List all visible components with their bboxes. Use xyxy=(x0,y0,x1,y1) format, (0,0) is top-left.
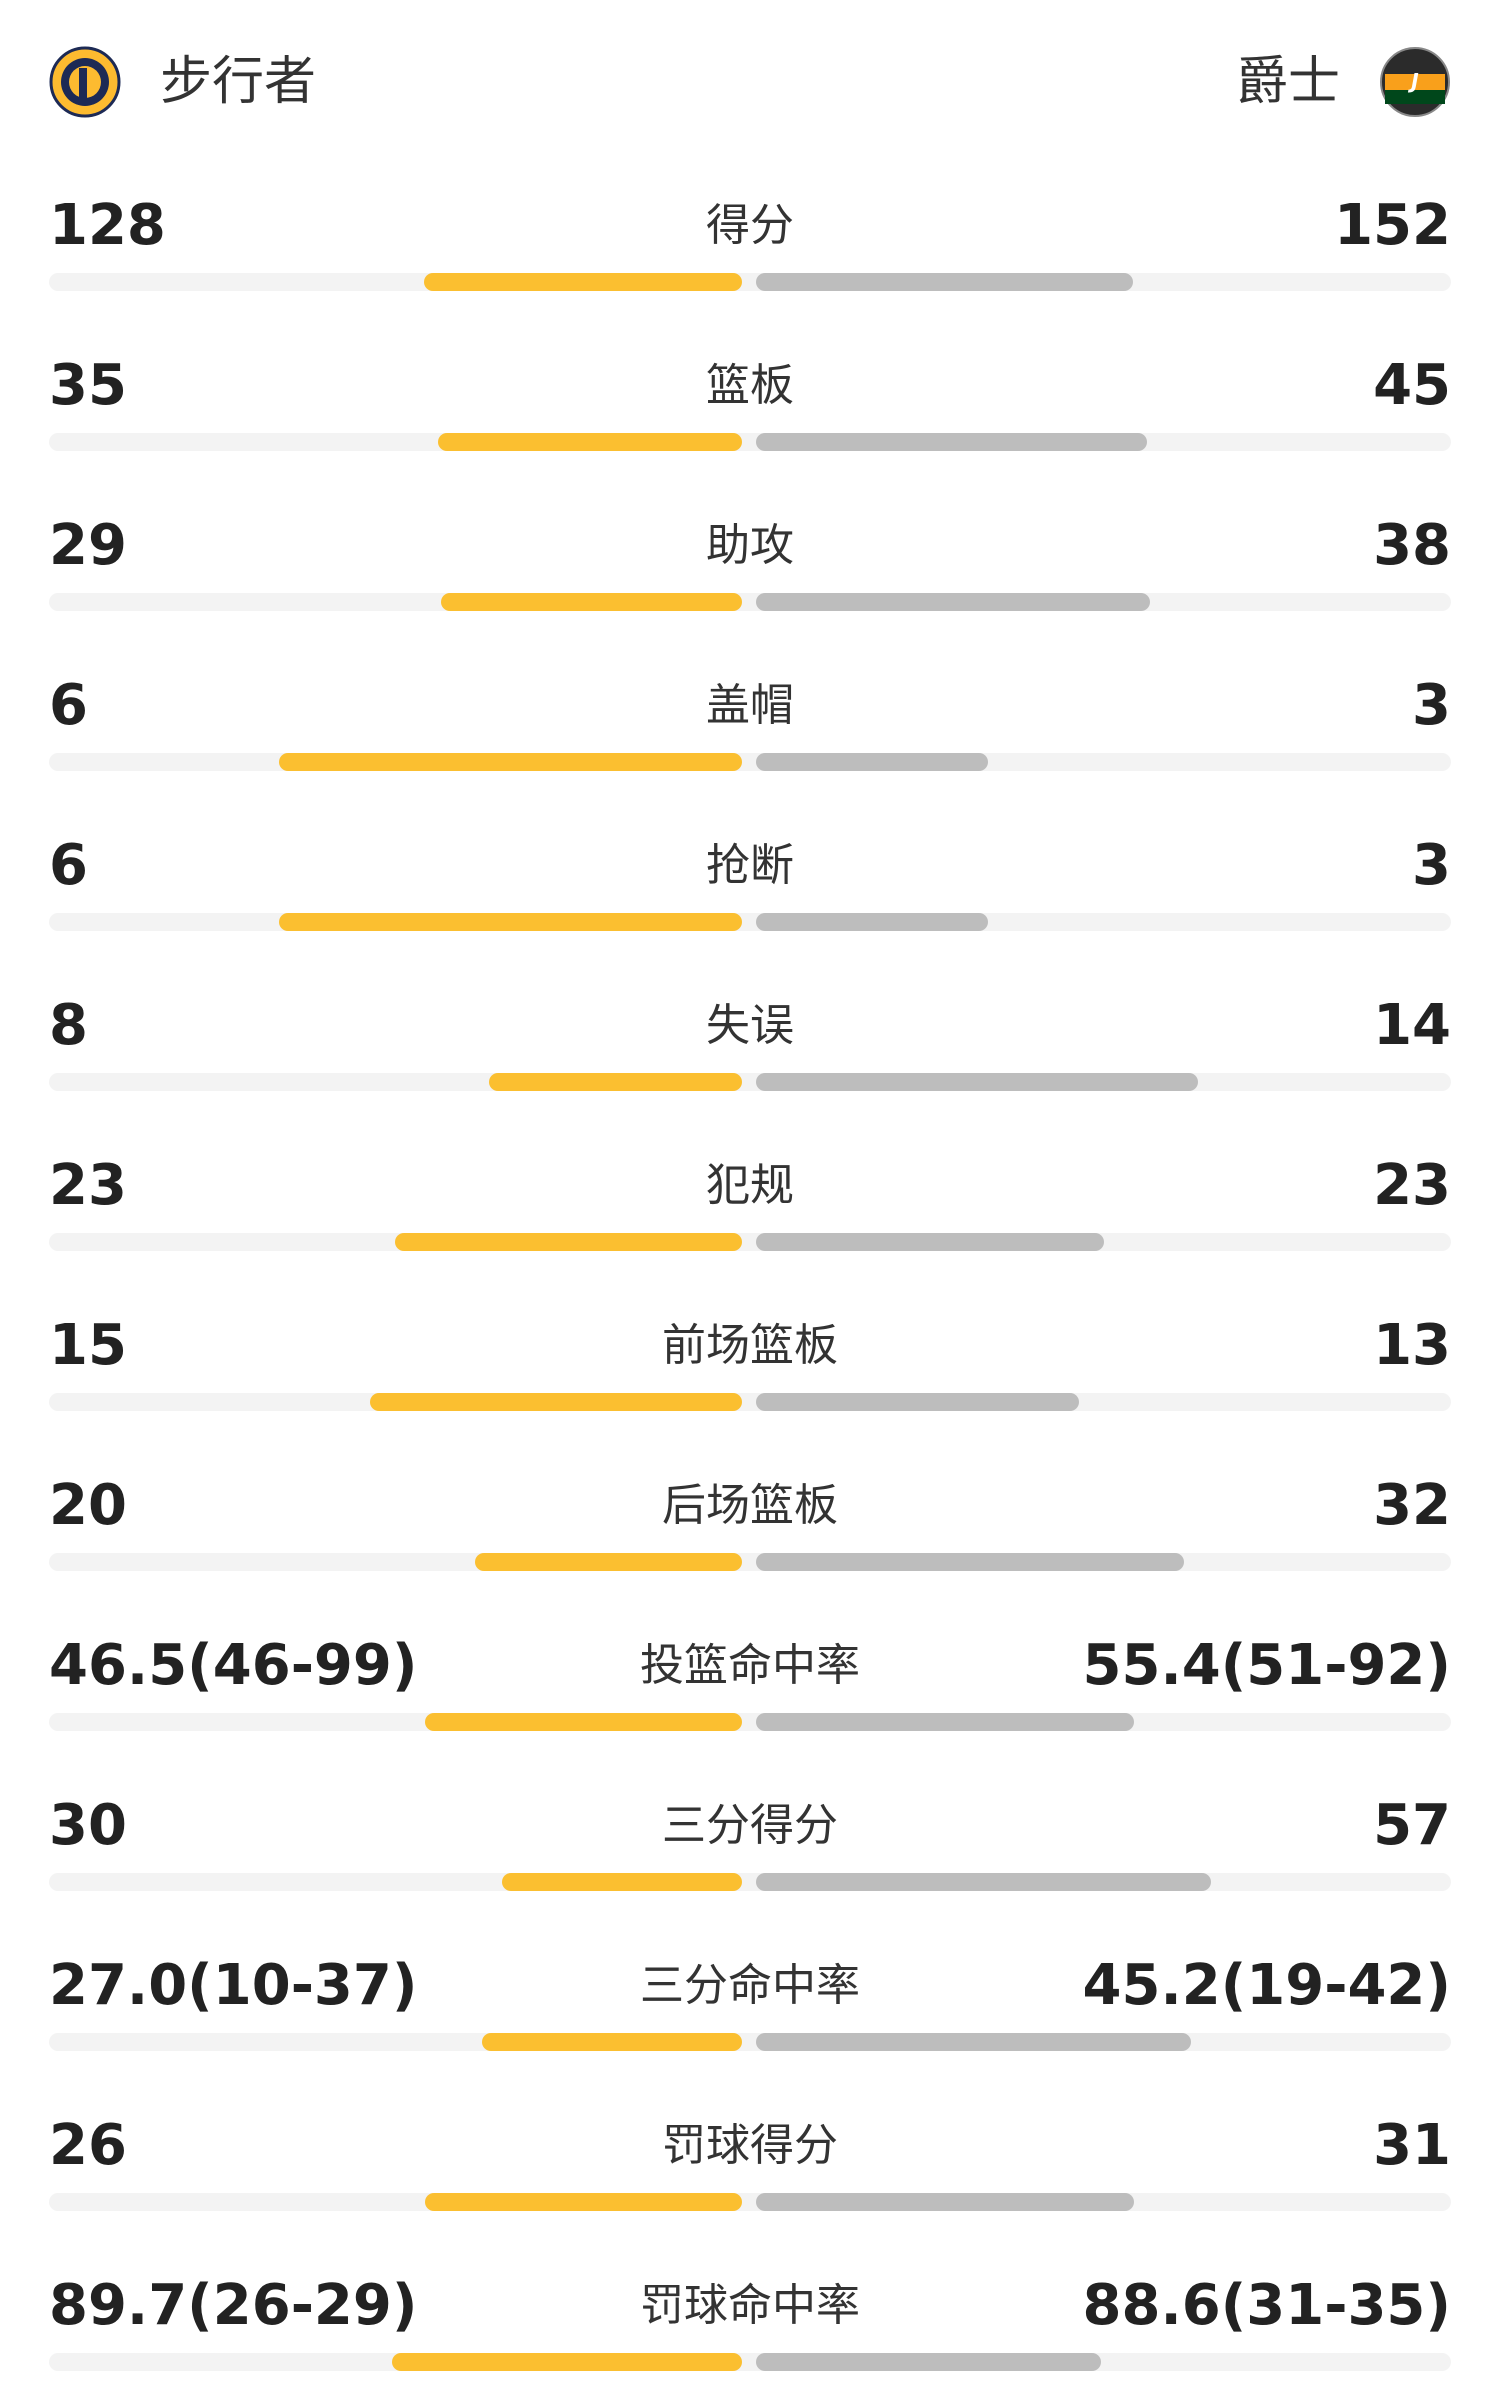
away-team: 爵士 xyxy=(1235,52,1340,112)
bar-track xyxy=(49,593,1451,611)
bar-track xyxy=(49,753,1451,771)
home-value: 8 xyxy=(49,993,88,1058)
bar-track xyxy=(49,2033,1451,2051)
bar-track xyxy=(49,273,1451,291)
away-value: 13 xyxy=(1373,1313,1451,1378)
stat-name: 助攻 xyxy=(706,520,794,571)
home-bar xyxy=(424,1713,742,1731)
stat-name: 前场篮板 xyxy=(662,1320,838,1371)
home-value: 20 xyxy=(49,1473,127,1538)
home-value: 128 xyxy=(49,193,166,258)
bar-track xyxy=(49,2193,1451,2211)
home-bar xyxy=(394,1233,742,1251)
away-bar xyxy=(756,1873,1212,1891)
home-bar xyxy=(424,273,742,291)
home-value: 6 xyxy=(49,833,88,898)
stat-name: 失误 xyxy=(706,1000,794,1051)
away-value: 32 xyxy=(1373,1473,1451,1538)
stat-name: 投篮命中率 xyxy=(640,1640,860,1691)
away-value: 23 xyxy=(1373,1153,1451,1218)
home-value: 46.5(46-99) xyxy=(49,1633,418,1698)
away-value: 38 xyxy=(1373,513,1451,578)
home-team: 步行者 xyxy=(160,52,317,112)
home-value: 15 xyxy=(49,1313,127,1378)
home-bar xyxy=(441,593,742,611)
home-bar xyxy=(369,1393,742,1411)
home-bar xyxy=(392,2353,742,2371)
bar-track xyxy=(49,2353,1451,2371)
away-bar xyxy=(756,593,1151,611)
stat-name: 犯规 xyxy=(706,1160,794,1211)
away-value: 3 xyxy=(1412,673,1451,738)
bar-track xyxy=(49,1393,1451,1411)
home-value: 23 xyxy=(49,1153,127,1218)
away-value: 14 xyxy=(1373,993,1451,1058)
away-bar xyxy=(756,1233,1104,1251)
home-bar xyxy=(424,2193,742,2211)
home-bar xyxy=(502,1873,742,1891)
bar-track xyxy=(49,1073,1451,1091)
home-value: 6 xyxy=(49,673,88,738)
stat-name: 盖帽 xyxy=(706,680,794,731)
away-bar xyxy=(756,2033,1192,2051)
home-bar xyxy=(437,433,742,451)
away-value: 31 xyxy=(1373,2113,1451,2178)
bar-track xyxy=(49,433,1451,451)
away-value: 88.6(31-35) xyxy=(1082,2273,1451,2338)
home-value: 30 xyxy=(49,1793,127,1858)
away-bar xyxy=(756,433,1147,451)
away-value: 152 xyxy=(1334,193,1451,258)
home-value: 26 xyxy=(49,2113,127,2178)
away-value: 57 xyxy=(1373,1793,1451,1858)
stat-name: 得分 xyxy=(706,200,794,251)
home-value: 35 xyxy=(49,353,127,418)
stat-name: 三分命中率 xyxy=(640,1960,860,2011)
away-bar xyxy=(756,913,988,931)
bar-track xyxy=(49,1873,1451,1891)
away-bar xyxy=(756,273,1134,291)
stat-name: 后场篮板 xyxy=(662,1480,838,1531)
home-logo xyxy=(49,46,121,118)
away-logo: J xyxy=(1380,47,1450,117)
away-value: 55.4(51-92) xyxy=(1082,1633,1451,1698)
bar-track xyxy=(49,913,1451,931)
bar-track xyxy=(49,1553,1451,1571)
stat-name: 罚球命中率 xyxy=(640,2280,860,2331)
bar-track xyxy=(49,1233,1451,1251)
away-bar xyxy=(756,753,988,771)
away-bar xyxy=(756,1393,1079,1411)
away-bar xyxy=(756,2353,1102,2371)
stat-name: 篮板 xyxy=(706,360,794,411)
home-value: 27.0(10-37) xyxy=(49,1953,418,2018)
away-value: 3 xyxy=(1412,833,1451,898)
bar-track xyxy=(49,1713,1451,1731)
away-bar xyxy=(756,1713,1134,1731)
home-bar xyxy=(489,1073,742,1091)
home-value: 29 xyxy=(49,513,127,578)
home-bar xyxy=(278,753,742,771)
away-value: 45.2(19-42) xyxy=(1082,1953,1451,2018)
home-bar xyxy=(278,913,742,931)
stat-name: 抢断 xyxy=(706,840,794,891)
home-bar xyxy=(474,1553,742,1571)
home-bar xyxy=(482,2033,742,2051)
stat-name: 三分得分 xyxy=(662,1800,838,1851)
stat-name: 罚球得分 xyxy=(662,2120,838,2171)
away-bar xyxy=(756,2193,1134,2211)
away-bar xyxy=(756,1073,1199,1091)
away-value: 45 xyxy=(1373,353,1451,418)
home-value: 89.7(26-29) xyxy=(49,2273,418,2338)
away-bar xyxy=(756,1553,1184,1571)
